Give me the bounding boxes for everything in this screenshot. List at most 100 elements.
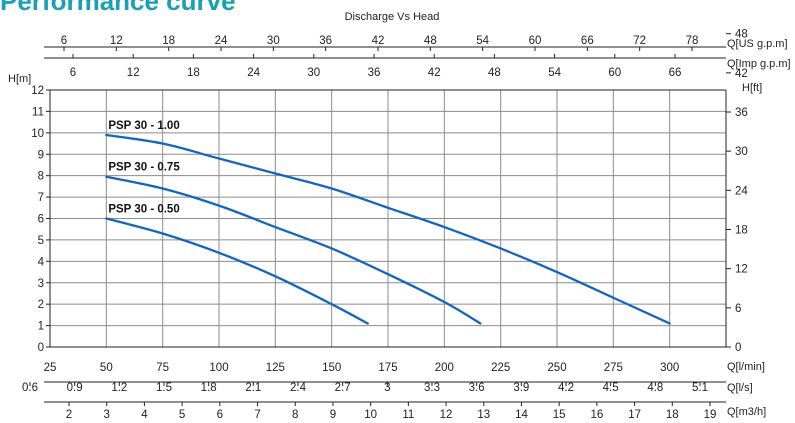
secondary-tick-label: 12 bbox=[127, 67, 140, 79]
x-tick-label: 125 bbox=[266, 362, 285, 374]
secondary-tick-label: 15 bbox=[553, 409, 566, 421]
x-tick-label: 250 bbox=[547, 362, 566, 374]
x-tick-label: 25 bbox=[44, 362, 57, 374]
secondary-tick-label: 3 bbox=[104, 409, 110, 421]
y-right-tick-label: 18 bbox=[735, 224, 748, 236]
top-axes: 6 12 18 24 30 36 42 48 54 60 66 72 78 Q[US g.p.m] 6 12 1… bbox=[44, 35, 791, 79]
x-tick-label: 75 bbox=[156, 362, 169, 374]
y-left-tick-label: 7 bbox=[38, 192, 44, 204]
secondary-tick-label: 3.9 bbox=[513, 382, 529, 394]
secondary-tick-label: 60 bbox=[529, 35, 542, 47]
secondary-tick-label: 60 bbox=[608, 67, 621, 79]
secondary-tick-label: 42 bbox=[428, 67, 441, 79]
secondary-tick-label: 66 bbox=[581, 35, 594, 47]
secondary-tick-label: 4.8 bbox=[647, 382, 663, 394]
y-right-tick-label: 36 bbox=[735, 107, 748, 119]
secondary-tick-label: 36 bbox=[319, 35, 332, 47]
secondary-tick-label: 4.2 bbox=[558, 382, 574, 394]
secondary-tick-label: 4 bbox=[141, 409, 148, 421]
y-right-tick-label: 6 bbox=[735, 303, 741, 315]
y-left-tick-label: 4 bbox=[38, 256, 45, 268]
y-left-tick-label: 6 bbox=[38, 214, 44, 226]
series-label-3: PSP 30 - 0.50 bbox=[108, 204, 179, 216]
secondary-tick-label: 30 bbox=[307, 67, 320, 79]
secondary-tick-label: 42 bbox=[372, 35, 385, 47]
x-tick-label: 300 bbox=[660, 362, 679, 374]
secondary-tick-label: 24 bbox=[247, 67, 260, 79]
y-left-tick-label: 1 bbox=[38, 321, 44, 333]
secondary-tick-label: 11 bbox=[402, 409, 414, 421]
y-right-tick-label: 0 bbox=[735, 342, 741, 354]
secondary-tick-label: 0.6 bbox=[22, 382, 38, 394]
secondary-tick-label: 9 bbox=[330, 409, 336, 421]
secondary-tick-label: 2 bbox=[66, 409, 72, 421]
y-left-tick-label: 2 bbox=[38, 299, 44, 311]
page-heading: Performance curve bbox=[0, 0, 236, 16]
series-line-1 bbox=[105, 133, 671, 325]
secondary-tick-label: 48 bbox=[488, 67, 501, 79]
y-right-tick-label: 48 bbox=[735, 29, 748, 41]
y-left-tick-label: 10 bbox=[31, 128, 44, 140]
x-tick-label: 175 bbox=[378, 362, 397, 374]
x-tick-label: 225 bbox=[491, 362, 510, 374]
top-axis-imp-gpm-label: Q[Imp g.p.m] bbox=[727, 58, 791, 70]
secondary-tick-label: 16 bbox=[590, 409, 603, 421]
secondary-tick-label: 72 bbox=[633, 35, 646, 47]
series-label-1: PSP 30 - 1.00 bbox=[108, 120, 179, 132]
bottom-axis-m3h-label: Q[m3/h] bbox=[727, 406, 766, 418]
secondary-tick-label: 54 bbox=[548, 67, 561, 79]
series-label-2: PSP 30 - 0.75 bbox=[108, 162, 180, 174]
x-tick-label: 200 bbox=[435, 362, 454, 374]
x-tick-label: 150 bbox=[322, 362, 341, 374]
secondary-tick-label: 6 bbox=[70, 67, 76, 79]
x-tick-label: 50 bbox=[100, 362, 113, 374]
secondary-tick-label: 4.5 bbox=[603, 382, 619, 394]
series-line-2 bbox=[105, 175, 482, 325]
secondary-tick-label: 3.3 bbox=[424, 382, 440, 394]
secondary-tick-label: 7 bbox=[254, 409, 260, 421]
x-tick-label: 275 bbox=[604, 362, 623, 374]
y-axis-left-label: H[m] bbox=[8, 73, 31, 85]
secondary-tick-label: 2.7 bbox=[335, 382, 351, 394]
secondary-tick-label: 13 bbox=[477, 409, 490, 421]
secondary-tick-label: 8 bbox=[292, 409, 298, 421]
secondary-tick-label: 54 bbox=[476, 35, 489, 47]
series-line-3 bbox=[105, 217, 369, 325]
secondary-tick-label: 1.5 bbox=[156, 382, 172, 394]
secondary-tick-label: 12 bbox=[440, 409, 453, 421]
secondary-tick-label: 12 bbox=[110, 35, 123, 47]
secondary-tick-label: 48 bbox=[424, 35, 437, 47]
secondary-tick-label: 18 bbox=[187, 67, 200, 79]
secondary-tick-label: 0.9 bbox=[67, 382, 83, 394]
secondary-tick-label: 18 bbox=[162, 35, 175, 47]
secondary-tick-label: 1.2 bbox=[111, 382, 127, 394]
secondary-tick-label: 78 bbox=[686, 35, 699, 47]
secondary-tick-label: 6 bbox=[217, 409, 223, 421]
secondary-tick-label: 5 bbox=[179, 409, 185, 421]
secondary-tick-label: 18 bbox=[666, 409, 679, 421]
secondary-tick-label: 30 bbox=[267, 35, 280, 47]
secondary-tick-label: 3 bbox=[384, 382, 390, 394]
secondary-tick-label: 10 bbox=[364, 409, 377, 421]
chart-title: Discharge Vs Head bbox=[345, 11, 440, 23]
series-layer: PSP 30 - 1.00 PSP 30 - 0.75 PSP 30 - 0.50 bbox=[105, 120, 671, 325]
y-left-tick-label: 0 bbox=[38, 342, 44, 354]
secondary-tick-label: 3.6 bbox=[469, 382, 485, 394]
secondary-tick-label: 14 bbox=[515, 409, 528, 421]
y-right-tick-label: 30 bbox=[735, 146, 748, 158]
y-left-tick-label: 11 bbox=[32, 106, 44, 118]
y-left-tick-label: 3 bbox=[38, 278, 44, 290]
top-axis-us-gpm-label: Q[US g.p.m] bbox=[727, 38, 788, 50]
secondary-tick-label: 17 bbox=[628, 409, 641, 421]
x-tick-label: 100 bbox=[209, 362, 228, 374]
y-left-tick-label: 9 bbox=[38, 149, 44, 161]
secondary-tick-label: 1.8 bbox=[201, 382, 217, 394]
secondary-tick-label: 5.1 bbox=[692, 382, 708, 394]
bottom-axis-lps-label: Q[l/s] bbox=[727, 382, 753, 394]
y-left-tick-label: 8 bbox=[38, 171, 44, 183]
y-right-tick-label: 42 bbox=[735, 68, 748, 80]
y-left-tick-label: 5 bbox=[38, 235, 44, 247]
